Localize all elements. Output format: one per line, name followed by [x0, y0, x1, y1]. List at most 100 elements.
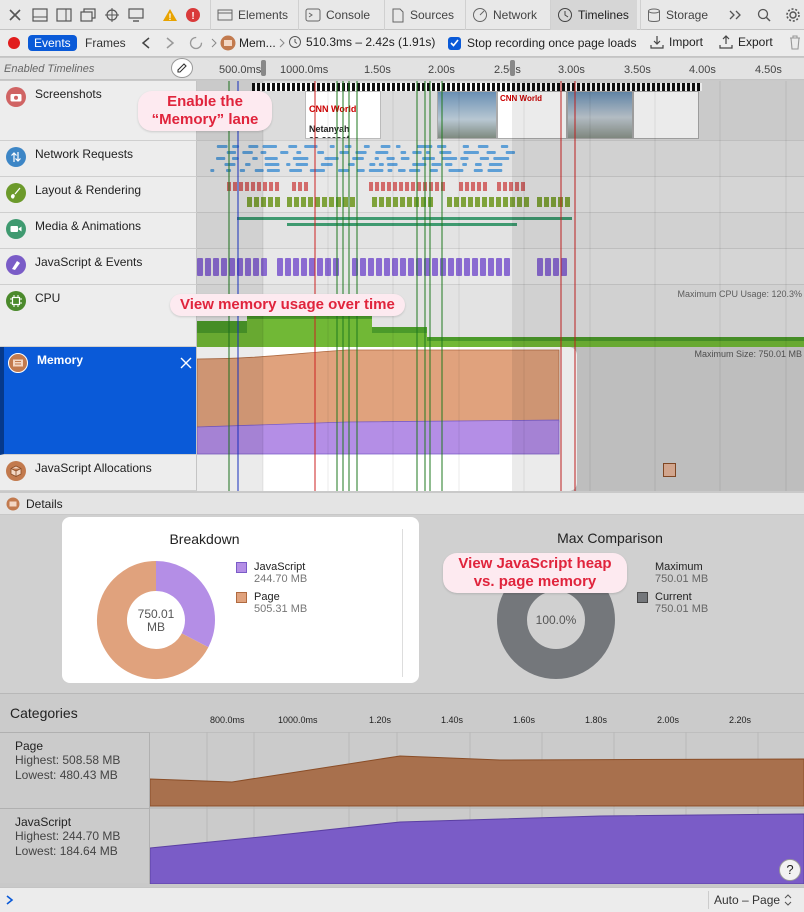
tab-label: Network	[493, 8, 538, 22]
heap-snapshot-icon[interactable]	[663, 463, 676, 477]
screenshot-thumbnail[interactable]	[437, 91, 497, 139]
error-icon[interactable]: !	[183, 5, 203, 25]
range-end-handle[interactable]	[510, 60, 515, 76]
help-button[interactable]: ?	[779, 859, 801, 881]
lane-memory[interactable]: Memory	[0, 347, 197, 455]
category-lowest: Lowest: 184.64 MB	[15, 844, 118, 858]
ruler-tick: 1.50s	[364, 64, 391, 76]
script-event-bar	[408, 258, 414, 276]
import-button[interactable]: Import	[650, 35, 703, 49]
detach-window-icon[interactable]	[78, 5, 98, 25]
inspect-target-icon[interactable]	[102, 5, 122, 25]
javascript-track	[197, 249, 804, 285]
legend-javascript: JavaScript 244.70 MB	[236, 561, 354, 585]
network-request-bar	[363, 145, 370, 148]
layout-event-bar	[515, 182, 519, 191]
paint-event-bar	[475, 197, 480, 207]
close-icon[interactable]	[5, 5, 25, 25]
script-event-bar	[213, 258, 219, 276]
tab-network[interactable]: Network	[465, 0, 545, 30]
legend-current: Current 750.01 MB	[637, 591, 735, 615]
layout-event-bar	[497, 182, 501, 191]
reload-icon[interactable]	[188, 35, 204, 51]
screenshot-thumbnail[interactable]	[633, 91, 699, 139]
execution-context-label: Auto – Page	[714, 893, 781, 907]
export-button[interactable]: Export	[719, 35, 773, 49]
paint-event-bar	[468, 197, 473, 207]
stop-recording-checkbox[interactable]: Stop recording once page loads	[448, 36, 636, 50]
script-event-bar	[561, 258, 567, 276]
dock-bottom-icon[interactable]	[30, 5, 50, 25]
trash-icon[interactable]	[789, 35, 801, 50]
back-icon[interactable]	[140, 36, 152, 50]
frames-toggle[interactable]: Frames	[79, 35, 132, 51]
script-event-bar	[537, 258, 543, 276]
record-button[interactable]	[8, 37, 20, 49]
category-name: Page	[15, 739, 44, 753]
camera-icon	[6, 87, 26, 107]
lane-cpu[interactable]: CPU	[0, 285, 197, 347]
gear-icon[interactable]	[783, 5, 803, 25]
script-icon	[6, 255, 26, 275]
legend-swatch	[236, 562, 247, 573]
layout-event-bar	[275, 182, 279, 191]
warning-icon[interactable]: !	[160, 5, 180, 25]
tab-console[interactable]: Console	[298, 0, 378, 30]
layout-event-bar	[298, 182, 302, 191]
network-request-bar	[289, 169, 303, 172]
layout-event-bar	[399, 182, 403, 191]
details-bar[interactable]: Details	[0, 493, 804, 515]
storage-icon	[648, 8, 660, 22]
script-event-bar	[309, 258, 315, 276]
screenshot-thumbnail[interactable]: CNN World	[497, 91, 567, 139]
paint-event-bar	[261, 197, 266, 207]
category-tick: 1.80s	[585, 715, 608, 725]
checkbox-checked-icon	[448, 36, 461, 50]
console-bar[interactable]: Auto – Page	[0, 887, 804, 912]
more-tabs-icon[interactable]	[725, 5, 745, 25]
sources-icon	[392, 8, 404, 22]
breadcrumb[interactable]: Mem...	[220, 35, 276, 51]
breakdown-donut	[97, 561, 215, 679]
paint-event-bar	[343, 197, 348, 207]
remove-lane-icon[interactable]	[180, 357, 192, 369]
svg-text:!: !	[191, 11, 194, 22]
lane-layout[interactable]: Layout & Rendering	[0, 177, 197, 213]
events-label: Events	[34, 36, 71, 50]
category-tick: 2.00s	[657, 715, 680, 725]
device-icon[interactable]	[126, 5, 146, 25]
tab-timelines[interactable]: Timelines	[550, 0, 637, 30]
forward-icon[interactable]	[164, 36, 176, 50]
events-toggle[interactable]: Events	[28, 35, 77, 51]
lane-network[interactable]: Network Requests	[0, 141, 197, 177]
paint-event-bar	[510, 197, 515, 207]
network-request-bar	[324, 157, 339, 160]
execution-context-select[interactable]: Auto – Page	[714, 893, 792, 907]
script-event-bar	[229, 258, 235, 276]
media-bar	[287, 223, 517, 226]
tab-sources[interactable]: Sources	[384, 0, 462, 30]
memory-max-label: Maximum Size: 750.01 MB	[694, 349, 802, 359]
script-event-bar	[448, 258, 454, 276]
lane-javascript[interactable]: JavaScript & Events	[0, 249, 197, 285]
video-camera-icon	[6, 219, 26, 239]
dock-side-icon[interactable]	[54, 5, 74, 25]
paint-event-bar	[454, 197, 459, 207]
category-lowest: Lowest: 480.43 MB	[15, 768, 118, 782]
network-request-bar	[505, 151, 515, 154]
breadcrumb-chevron-icon	[210, 37, 218, 49]
layout-event-bar	[292, 182, 296, 191]
paint-event-bar	[379, 197, 384, 207]
lane-media[interactable]: Media & Animations	[0, 213, 197, 249]
tab-elements[interactable]: Elements	[210, 0, 296, 30]
search-icon[interactable]	[754, 5, 774, 25]
range-start-handle[interactable]	[261, 60, 266, 76]
network-request-bar	[397, 169, 406, 172]
tab-storage[interactable]: Storage	[640, 0, 716, 30]
edit-timelines-button[interactable]	[171, 58, 193, 78]
callout-heap-vs-page: View JavaScript heap vs. page memory	[443, 553, 627, 593]
lane-allocations[interactable]: JavaScript Allocations	[0, 455, 197, 491]
network-request-bar	[260, 151, 267, 154]
legend-label: Current	[655, 591, 692, 603]
screenshot-thumbnail[interactable]	[567, 91, 633, 139]
